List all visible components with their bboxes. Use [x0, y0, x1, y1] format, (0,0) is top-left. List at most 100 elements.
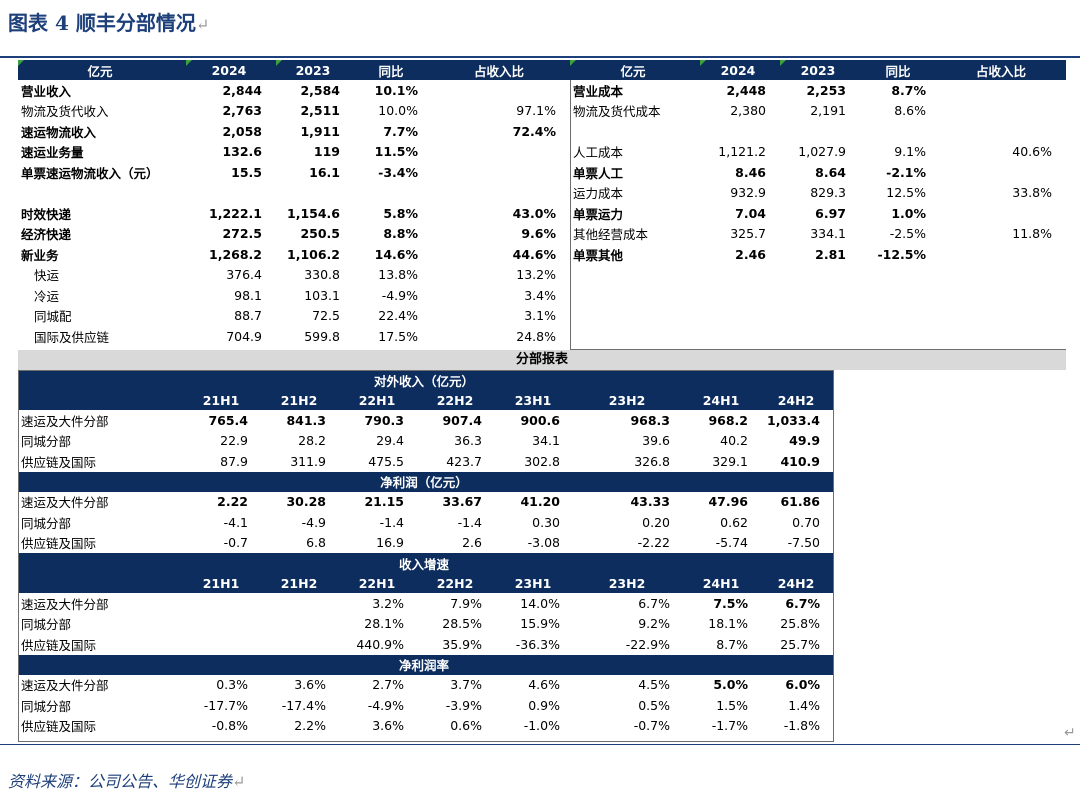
left-row-label: 冷运: [34, 288, 60, 304]
left-cell-yoy: 14.6%: [374, 246, 418, 262]
segment-data-row: 同城分部 22.9 28.2 29.4 36.3 34.1 39.6 40.2 49.9: [18, 431, 834, 452]
segment-value-cell: 0.70: [792, 514, 821, 530]
segment-period-22h2: 22H2: [418, 390, 496, 410]
segment-row-label: 速运及大件分部: [21, 596, 109, 612]
left-cell-v23: 72.5: [312, 308, 340, 324]
left-cell-share: 43.0%: [512, 205, 556, 221]
source-note: 资料来源：公司公告、华创证券↵: [8, 768, 245, 792]
segment-value-cell: -1.7%: [711, 718, 748, 734]
segment-data-row: 速运及大件分部 0.3% 3.6% 2.7% 3.7% 4.6% 4.5% 5.0% 6.0%: [18, 675, 834, 696]
left-row: 快运 376.4 330.8 13.8% 13.2%: [18, 265, 570, 286]
segment-value-cell: -4.1: [223, 514, 248, 530]
segment-section-header: 净利润率: [18, 654, 835, 675]
left-row-label: 营业收入: [21, 83, 72, 99]
left-row-label: 单票速运物流收入（元）: [21, 165, 159, 181]
segment-value-cell: -17.4%: [281, 697, 326, 713]
segment-section-title: 对外收入（亿元）: [18, 370, 835, 390]
segment-row-label: 供应链及国际: [21, 719, 97, 735]
segment-value-cell: [262, 593, 340, 614]
left-cell-share: 13.2%: [516, 267, 556, 283]
left-row: 经济快递 272.5 250.5 8.8% 9.6%: [18, 224, 570, 245]
right-row-label: 营业成本: [573, 83, 624, 99]
segment-value-cell: 34.1: [532, 433, 560, 449]
segment-value-cell: 410.9: [780, 453, 821, 469]
left-cell-yoy: -4.9%: [381, 287, 418, 303]
segment-value-cell: 6.0%: [785, 677, 821, 693]
right-cell-share: [940, 80, 1066, 101]
segment-value-cell: [184, 634, 262, 655]
segment-value-cell: -17.7%: [203, 697, 248, 713]
segment-row-label: 同城分部: [21, 617, 72, 633]
left-row: 物流及货代收入 2,763 2,511 10.0% 97.1%: [18, 101, 570, 122]
right-cell-share: 40.6%: [1012, 144, 1052, 160]
right-cell-share: 11.8%: [1012, 226, 1052, 242]
left-row: 营业收入 2,844 2,584 10.1%: [18, 80, 570, 101]
segment-value-cell: [262, 614, 340, 635]
left-row: 新业务 1,268.2 1,106.2 14.6% 44.6%: [18, 244, 570, 265]
bottom-rule: [0, 744, 1080, 745]
segment-section-header: 净利润（亿元）: [18, 471, 835, 492]
left-cell-share: [432, 80, 570, 101]
right-row-label: 单票人工: [573, 165, 624, 181]
right-row-label: 运力成本: [573, 186, 624, 202]
left-cell-v23: [276, 183, 354, 204]
left-cell-share: [432, 142, 570, 163]
segment-value-cell: 1,033.4: [767, 412, 821, 428]
left-cell-yoy: 22.4%: [378, 308, 418, 324]
segment-value-cell: 423.7: [446, 453, 482, 469]
segment-value-cell: -4.9%: [367, 697, 404, 713]
segment-period-21h2: 21H2: [262, 573, 340, 593]
right-row-label: 单票其他: [573, 247, 624, 263]
segment-value-cell: 3.6%: [294, 677, 326, 693]
left-cell-v23: 1,106.2: [287, 246, 340, 262]
segment-value-cell: 968.3: [630, 412, 670, 428]
segment-data-row: 速运及大件分部 3.2% 7.9% 14.0% 6.7% 7.5% 6.7%: [18, 593, 834, 614]
right-cell-v23: 1,027.9: [798, 144, 846, 160]
segment-value-cell: 1.5%: [716, 697, 748, 713]
segment-period-blank: [18, 573, 184, 593]
right-cell-v23: 2,191: [810, 103, 846, 119]
left-row-label: 时效快递: [21, 206, 72, 222]
left-row-label: 快运: [34, 268, 60, 284]
segment-row-label: 速运及大件分部: [21, 495, 109, 511]
segment-value-cell: 2.22: [217, 494, 248, 510]
segment-row-label: 供应链及国际: [21, 454, 97, 470]
right-cell-share: 33.8%: [1012, 185, 1052, 201]
segment-value-cell: [262, 634, 340, 655]
right-cell-v24: 2,448: [726, 82, 766, 98]
segment-value-cell: 326.8: [634, 453, 670, 469]
segment-value-cell: 329.1: [712, 453, 748, 469]
right-cell-share: [940, 162, 1066, 183]
segment-data-row: 供应链及国际 -0.7 6.8 16.9 2.6 -3.08 -2.22 -5.74 -7.50: [18, 533, 834, 554]
segment-value-cell: -1.4: [379, 514, 404, 530]
left-cell-yoy: 11.5%: [374, 144, 418, 160]
left-cell-yoy: 10.0%: [378, 103, 418, 119]
left-cell-yoy: 17.5%: [378, 328, 418, 344]
segment-value-cell: 40.2: [720, 433, 748, 449]
segment-value-cell: 0.20: [642, 514, 670, 530]
segment-value-cell: 3.6%: [372, 718, 404, 734]
left-header-cell: 占收入比: [432, 60, 570, 80]
segment-value-cell: -22.9%: [625, 636, 670, 652]
segment-value-cell: 36.3: [454, 433, 482, 449]
segment-value-cell: 790.3: [364, 412, 404, 428]
left-cell-share: [432, 162, 570, 183]
left-cell-share: 44.6%: [512, 246, 556, 262]
left-cell-v23: 103.1: [304, 287, 340, 303]
left-cell-v23: 16.1: [309, 164, 340, 180]
right-cell-v24: [700, 121, 780, 142]
segment-value-cell: 3.7%: [450, 677, 482, 693]
segment-report-band: 分部报表: [18, 350, 1066, 370]
segment-value-cell: 2.2%: [294, 718, 326, 734]
left-cell-v24: 132.6: [222, 144, 262, 160]
segment-value-cell: 765.4: [208, 412, 248, 428]
right-header-cell: 2023: [780, 60, 860, 80]
segment-value-cell: 0.6%: [450, 718, 482, 734]
left-cell-v23: 1,154.6: [287, 205, 340, 221]
segment-section-title: 净利润（亿元）: [18, 471, 835, 492]
left-row-label: 速运业务量: [21, 145, 84, 161]
right-row: 运力成本 932.9 829.3 12.5% 33.8%: [570, 183, 1066, 204]
segment-row-label: 同城分部: [21, 515, 72, 531]
segment-row-label: 同城分部: [21, 698, 72, 714]
segment-value-cell: 7.9%: [450, 595, 482, 611]
